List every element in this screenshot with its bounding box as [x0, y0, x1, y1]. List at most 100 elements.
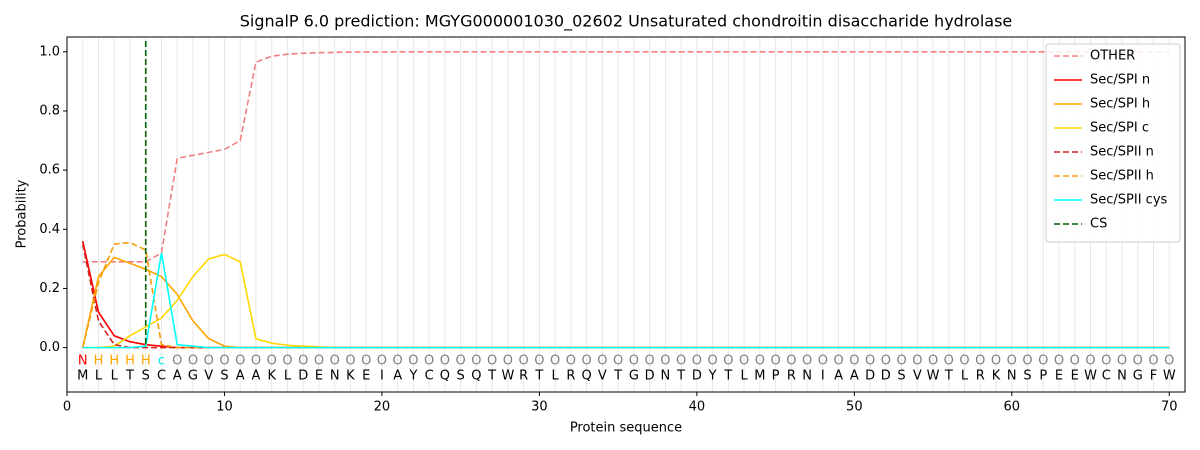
legend-label: OTHER: [1090, 49, 1135, 64]
residue-label: O: [330, 354, 340, 369]
residue: D: [298, 369, 308, 384]
x-tick-label: 70: [1161, 400, 1178, 415]
residue-label: O: [1007, 354, 1017, 369]
series-line: [81, 243, 1170, 349]
residue: S: [142, 369, 150, 384]
x-tick-label: 60: [1004, 400, 1021, 415]
residue-label: O: [613, 354, 623, 369]
series-line: [82, 50, 1170, 263]
residue-label: O: [345, 354, 355, 369]
residue: Y: [708, 369, 717, 384]
residue: R: [787, 369, 796, 384]
residue-label: O: [1085, 354, 1095, 369]
residue: C: [157, 369, 166, 384]
residue-label: O: [1133, 354, 1143, 369]
residue: E: [362, 369, 370, 384]
x-tick-label: 40: [689, 400, 706, 415]
residue-label: O: [582, 354, 592, 369]
residue: W: [1163, 369, 1176, 384]
residue: C: [425, 369, 434, 384]
residue-label: H: [141, 354, 151, 369]
residue-label: O: [408, 354, 418, 369]
residue: S: [1023, 369, 1031, 384]
residue: A: [173, 369, 182, 384]
chart-title: SignalP 6.0 prediction: MGYG000001030_02…: [240, 12, 1013, 32]
residue: R: [566, 369, 575, 384]
series-line: [81, 256, 1170, 349]
residue-label: O: [975, 354, 985, 369]
residue: T: [487, 369, 496, 384]
residue-label: H: [109, 354, 119, 369]
residue: N: [1007, 369, 1017, 384]
residue-label: O: [660, 354, 670, 369]
residue: G: [188, 369, 198, 384]
residue: Y: [408, 369, 417, 384]
residue: A: [393, 369, 402, 384]
residue-label: O: [251, 354, 261, 369]
residue: L: [552, 369, 560, 384]
residue: V: [598, 369, 607, 384]
residue: E: [315, 369, 323, 384]
y-tick-label: 0.0: [39, 340, 60, 355]
residue: Q: [471, 369, 481, 384]
residue-label: O: [1054, 354, 1064, 369]
residue-label: O: [267, 354, 277, 369]
residue-label: O: [471, 354, 481, 369]
plot-frame: [66, 36, 1186, 393]
residue-label: O: [912, 354, 922, 369]
residue-label: O: [298, 354, 308, 369]
residue: N: [1117, 369, 1127, 384]
residue-label: O: [959, 354, 969, 369]
residue: S: [457, 369, 465, 384]
residue: P: [1039, 369, 1047, 384]
residue-label: O: [314, 354, 324, 369]
residue-label: O: [645, 354, 655, 369]
residue-label: O: [928, 354, 938, 369]
residue: S: [220, 369, 228, 384]
residue: W: [501, 369, 514, 384]
residue: V: [204, 369, 213, 384]
residue: K: [346, 369, 355, 384]
x-tick-label: 20: [374, 400, 391, 415]
residue-label: O: [723, 354, 733, 369]
residue-label: O: [456, 354, 466, 369]
residue-label: O: [786, 354, 796, 369]
residue: L: [95, 369, 103, 384]
legend-label: CS: [1090, 217, 1107, 232]
y-tick-label: 0.2: [39, 281, 60, 296]
residue: N: [802, 369, 812, 384]
residue: L: [284, 369, 292, 384]
residue: P: [772, 369, 780, 384]
residue: L: [961, 369, 969, 384]
x-tick-label: 50: [846, 400, 863, 415]
residue-label: O: [1038, 354, 1048, 369]
residue-label: O: [519, 354, 529, 369]
residue: T: [125, 369, 134, 384]
residue: R: [519, 369, 528, 384]
residue: T: [723, 369, 732, 384]
residue-label: O: [597, 354, 607, 369]
x-tick-label: 30: [531, 400, 548, 415]
residue: N: [660, 369, 670, 384]
residue: D: [645, 369, 655, 384]
legend-box: [1045, 43, 1181, 243]
y-tick-label: 0.8: [39, 103, 60, 118]
residue-label: O: [219, 354, 229, 369]
residue: W: [1084, 369, 1097, 384]
residue-label: O: [550, 354, 560, 369]
residue-label: O: [440, 354, 450, 369]
residue: Q: [582, 369, 592, 384]
residue-label: c: [158, 354, 165, 369]
residue: M: [754, 369, 765, 384]
residue: V: [913, 369, 922, 384]
residue-label: O: [1022, 354, 1032, 369]
residue: I: [821, 369, 825, 384]
residue: G: [629, 369, 639, 384]
residue: T: [676, 369, 685, 384]
series-line: [81, 240, 1170, 349]
residue: C: [1102, 369, 1111, 384]
y-tick-label: 0.6: [39, 163, 60, 178]
residue: K: [267, 369, 276, 384]
residue: G: [1133, 369, 1143, 384]
